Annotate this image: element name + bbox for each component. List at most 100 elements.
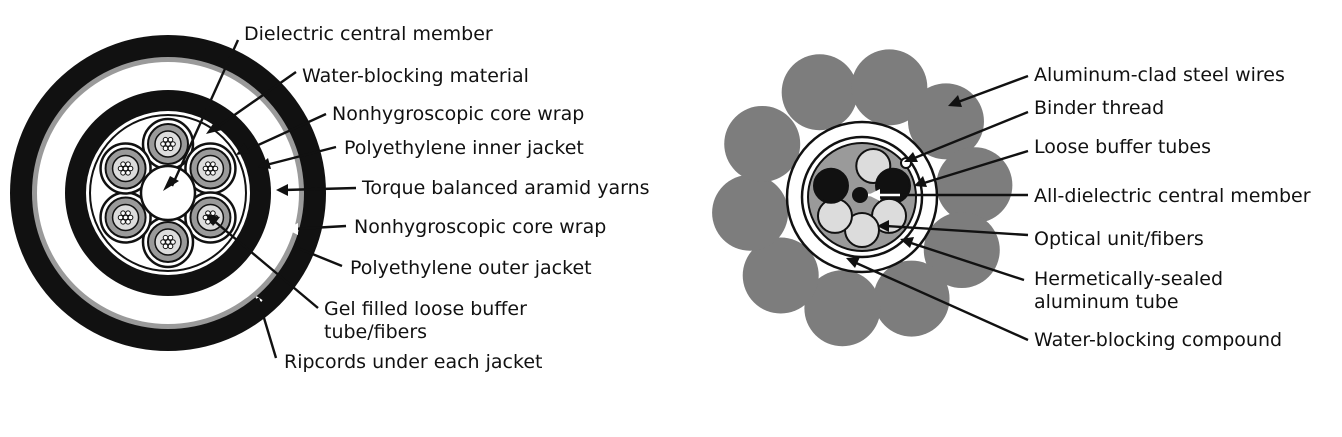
loose-buffer-tube: [141, 215, 195, 269]
fiber: [202, 214, 209, 221]
left-leader-lines: [163, 39, 357, 359]
fiber: [170, 239, 176, 245]
fiber: [205, 161, 211, 167]
arrowhead: [914, 176, 927, 187]
leader-gel-tube: [212, 219, 319, 309]
fiber: [165, 239, 171, 245]
right-labels: Aluminum-clad steel wires Binder thread …: [1034, 64, 1311, 351]
fiber: [127, 165, 134, 172]
label-aluminum-tube: aluminum tube: [1034, 291, 1179, 313]
fiber: [162, 243, 169, 250]
arrowhead: [206, 121, 222, 134]
fiber: [207, 165, 214, 172]
optical-unit: [875, 167, 912, 204]
fiber: [202, 165, 209, 172]
steel-wire: [724, 105, 801, 182]
fiber: [210, 161, 216, 167]
dielectric-central-member: [139, 164, 197, 222]
fiber: [162, 136, 169, 143]
fiber: [125, 219, 131, 225]
label-aluminum-clad-steel-wires: Aluminum-clad steel wires: [1034, 64, 1285, 86]
fiber: [125, 170, 131, 176]
optical-unit: [816, 197, 853, 234]
all-dielectric-central-member: [852, 187, 868, 203]
label-polyethylene-inner-jacket: Polyethylene inner jacket: [344, 137, 584, 159]
label-all-dielectric-central-member: All-dielectric central member: [1034, 185, 1311, 207]
leader-loose-buffer-tubes: [923, 149, 1029, 185]
arrowhead: [904, 152, 918, 162]
arrowhead: [276, 184, 288, 196]
leader-water-blocking-compound: [853, 260, 1029, 342]
leader-outer-jacket: [299, 247, 343, 268]
steel-wire: [781, 54, 858, 131]
loose-buffer-tube: [99, 142, 152, 195]
steel-wire: [851, 49, 928, 126]
fiber: [120, 210, 126, 216]
fiber: [120, 161, 126, 167]
steel-wire: [742, 237, 819, 314]
fiber: [210, 210, 216, 216]
label-nonhygroscopic-core-wrap-2: Nonhygroscopic core wrap: [354, 216, 606, 238]
label-hermetically-sealed: Hermetically-sealed: [1034, 268, 1223, 290]
fiber: [205, 170, 211, 176]
label-ripcords-under-each-jacket: Ripcords under each jacket: [284, 351, 542, 373]
fiber: [160, 141, 166, 147]
left-cable-cross-section: [10, 35, 326, 351]
fiber: [125, 161, 131, 167]
label-gel-filled-loose-buffer: Gel filled loose buffer: [324, 298, 527, 320]
leader-steel-wires: [957, 74, 1029, 104]
arrowhead: [948, 95, 962, 107]
fiber: [127, 214, 134, 221]
fiber: [160, 239, 166, 245]
fiber: [122, 214, 129, 221]
fiber: [165, 141, 171, 147]
arrowhead: [286, 223, 298, 235]
fiber: [120, 219, 126, 225]
loose-buffer-tube: [184, 142, 237, 195]
arrowhead: [206, 214, 220, 226]
steel-wire: [804, 270, 881, 347]
steel-wire: [907, 83, 984, 160]
label-nonhygroscopic-core-wrap-1: Nonhygroscopic core wrap: [332, 103, 584, 125]
label-loose-buffer-tubes: Loose buffer tubes: [1034, 136, 1211, 158]
leader-inner-jacket: [265, 145, 337, 167]
arrowhead: [877, 220, 889, 232]
optical-unit: [812, 167, 849, 204]
arrowhead: [163, 176, 179, 191]
arrowhead: [258, 158, 271, 169]
leader-water-blocking: [212, 71, 297, 131]
label-dielectric-central-member: Dielectric central member: [244, 23, 493, 45]
fiber: [210, 170, 216, 176]
fiber: [167, 145, 174, 152]
leader-optical-unit: [885, 224, 1029, 237]
arrowhead: [846, 257, 860, 268]
fiber: [117, 165, 124, 172]
fiber: [120, 170, 126, 176]
steel-wire: [712, 174, 789, 251]
fiber: [162, 145, 169, 152]
arrowhead: [236, 143, 250, 155]
fiber: [205, 219, 211, 225]
arrowhead: [900, 237, 914, 248]
leader-aramid: [283, 186, 357, 192]
leader-core-wrap-2: [293, 224, 347, 231]
fiber: [162, 234, 169, 241]
steel-wire: [936, 147, 1013, 224]
label-water-blocking-material: Water-blocking material: [302, 65, 529, 87]
arrowhead: [868, 189, 880, 201]
right-leader-lines: [846, 74, 1029, 342]
leader-hermetic-tube: [907, 240, 1025, 282]
fiber: [212, 165, 219, 172]
fiber: [167, 243, 174, 250]
loose-buffer-tube: [99, 191, 152, 244]
fiber: [170, 141, 176, 147]
right-cable-cross-section: [712, 49, 1013, 347]
label-polyethylene-outer-jacket: Polyethylene outer jacket: [350, 257, 592, 279]
leader-binder-thread: [911, 110, 1029, 161]
label-torque-balanced-aramid-yarns: Torque balanced aramid yarns: [361, 177, 650, 199]
label-water-blocking-compound: Water-blocking compound: [1034, 329, 1282, 351]
fiber: [167, 136, 174, 143]
left-labels: Dielectric central member Water-blocking…: [244, 23, 650, 373]
label-optical-unit-fibers: Optical unit/fibers: [1034, 228, 1204, 250]
